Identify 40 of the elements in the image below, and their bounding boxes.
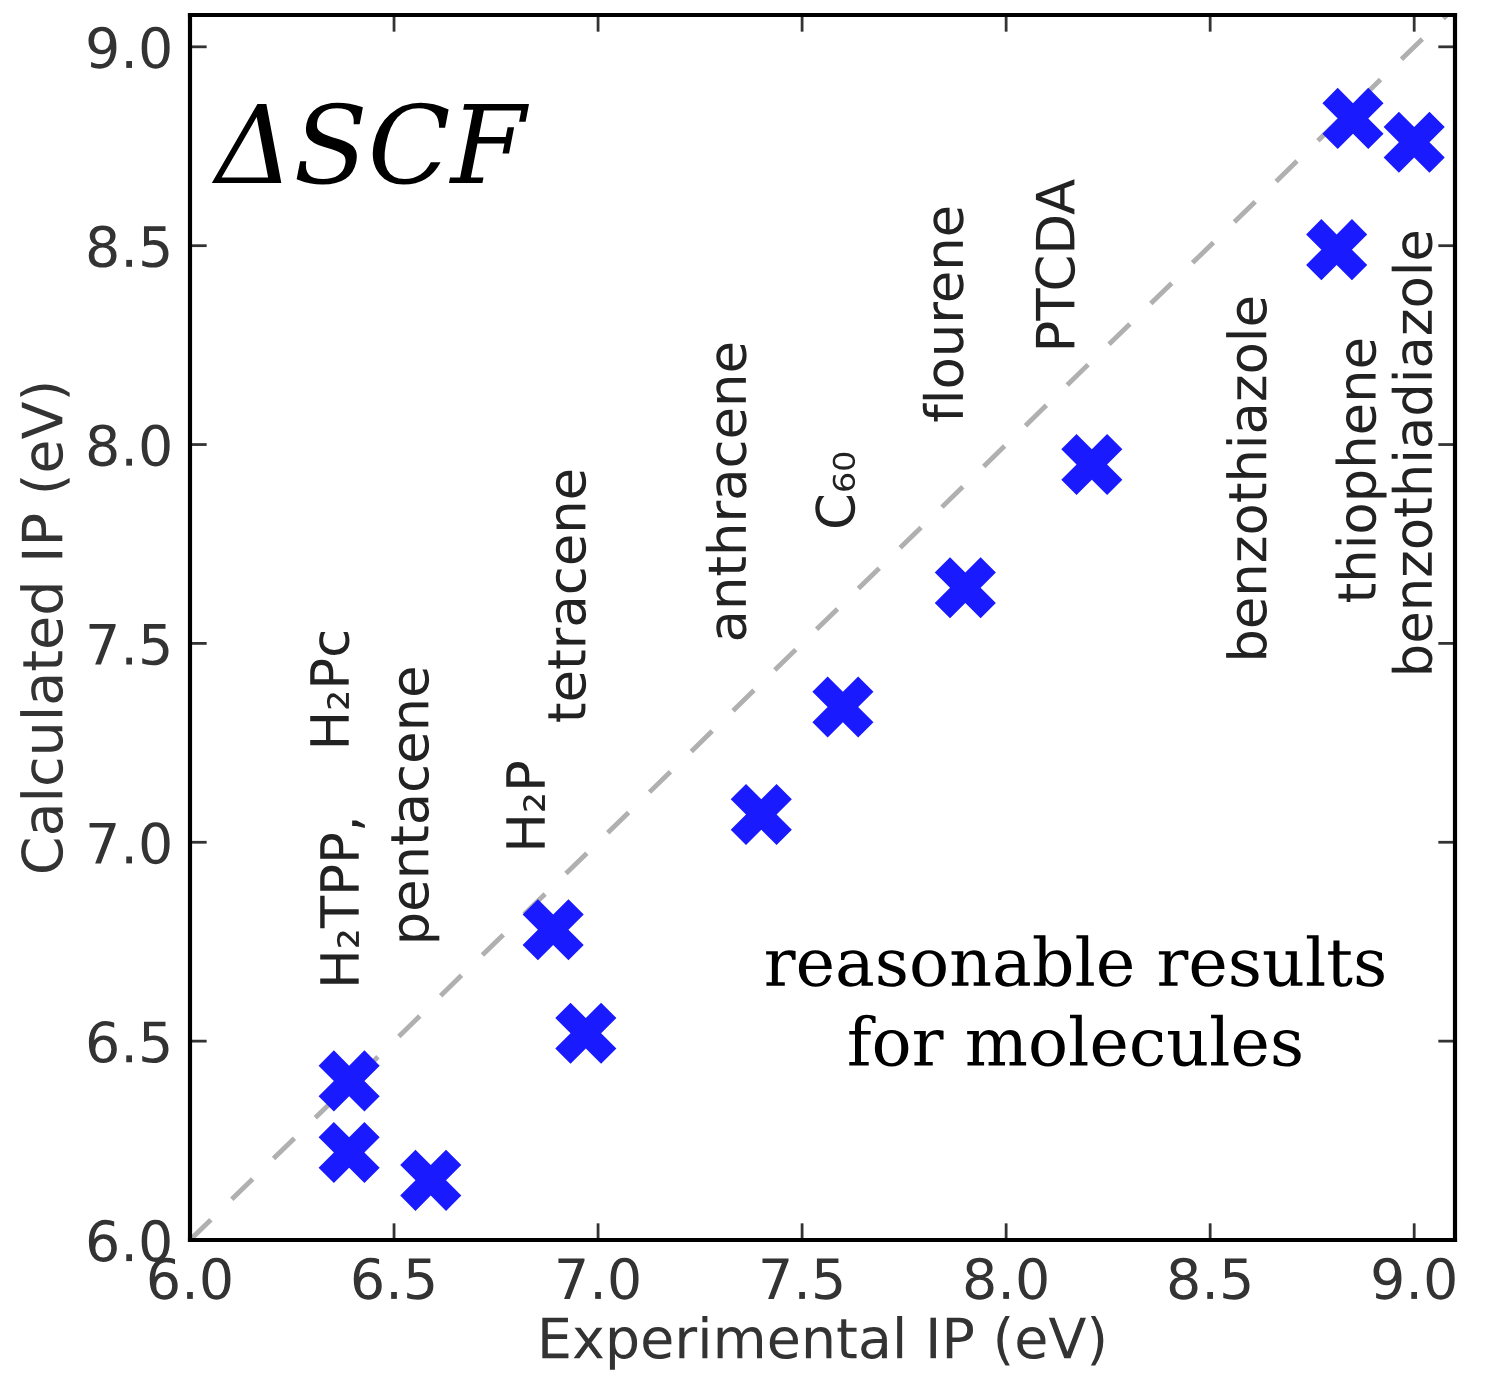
point [730, 783, 792, 845]
point [400, 1149, 462, 1211]
x-tick-label: 9.0 [1373, 1257, 1455, 1300]
y-tick-label: 8.0 [88, 424, 170, 467]
annotation: H₂P [506, 761, 545, 848]
annotation: benzothiazole [1226, 297, 1267, 658]
annotation: reasonable results for molecules [766, 935, 1384, 1067]
y-tick-label: 8.5 [88, 225, 169, 268]
x-tick-label: 8.5 [1169, 1257, 1250, 1300]
point [1061, 433, 1123, 495]
point [1306, 219, 1368, 281]
annotation: thiophene [1335, 339, 1387, 602]
y-tick-label: 7.0 [89, 822, 170, 865]
point [812, 676, 874, 738]
annotation: H₂Pc [310, 632, 350, 746]
y-tick-label: 7.5 [89, 624, 169, 666]
point [318, 1050, 380, 1112]
annotation: benzothiadiazole [1391, 231, 1433, 673]
x-tick-label: 7.5 [762, 1258, 842, 1300]
annotation: pentacene [391, 668, 440, 941]
point [522, 899, 584, 961]
y-tick-label: 6.5 [88, 1021, 169, 1064]
annotation: H₂TPP, [320, 820, 365, 984]
annotation: flourene [922, 207, 964, 422]
x-axis-title: Experimental IP (eV) [542, 1315, 1104, 1370]
point [555, 1002, 617, 1064]
y-tick-label: 9.0 [88, 26, 170, 69]
point [1383, 111, 1445, 173]
point [318, 1121, 380, 1184]
annotation: anthracene [705, 343, 747, 640]
annotation: PTCDA [1035, 179, 1076, 348]
annotation: C₆₀ [815, 452, 856, 528]
point [934, 557, 996, 619]
annotation: ΔSCF [211, 102, 529, 185]
point [1322, 87, 1384, 149]
annotation: tetracene [548, 470, 587, 722]
x-tick-label: 7.0 [558, 1257, 639, 1300]
y-axis-title: Calculated IP (eV) [20, 384, 70, 873]
x-tick-label: 6.5 [353, 1257, 434, 1300]
x-tick-label: 8.0 [965, 1257, 1047, 1300]
